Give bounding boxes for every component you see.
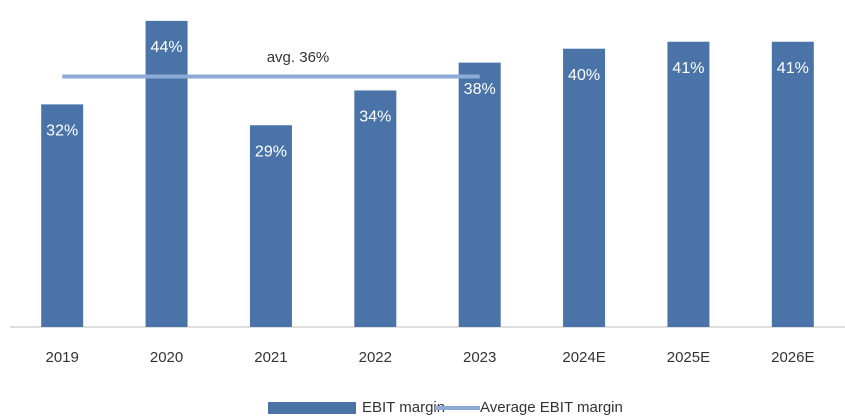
data-label: 41% xyxy=(672,60,704,77)
bar xyxy=(354,90,397,327)
bar xyxy=(771,41,814,327)
data-label: 40% xyxy=(568,67,600,84)
bar xyxy=(458,62,501,328)
bar xyxy=(41,104,84,328)
bar xyxy=(667,41,710,327)
x-tick-label: 2023 xyxy=(463,349,496,366)
annotation: avg. 36% xyxy=(267,49,330,66)
data-label: 32% xyxy=(46,123,78,140)
data-label: 34% xyxy=(359,109,391,126)
data-label: 44% xyxy=(151,39,183,56)
bar xyxy=(249,125,292,327)
bar xyxy=(145,20,188,327)
x-tick-label: 2025E xyxy=(667,349,710,366)
x-tick-label: 2019 xyxy=(46,349,79,366)
legend-label: EBIT margin xyxy=(362,399,445,416)
legend-swatch xyxy=(268,402,356,414)
x-tick-label: 2026E xyxy=(771,349,814,366)
x-tick-label: 2021 xyxy=(254,349,287,366)
x-tick-label: 2022 xyxy=(359,349,392,366)
legend-label: Average EBIT margin xyxy=(480,399,623,416)
data-label: 41% xyxy=(777,60,809,77)
data-label: 29% xyxy=(255,143,287,160)
x-tick-label: 2024E xyxy=(562,349,605,366)
bar xyxy=(563,48,606,328)
x-tick-label: 2020 xyxy=(150,349,183,366)
data-label: 38% xyxy=(464,81,496,98)
